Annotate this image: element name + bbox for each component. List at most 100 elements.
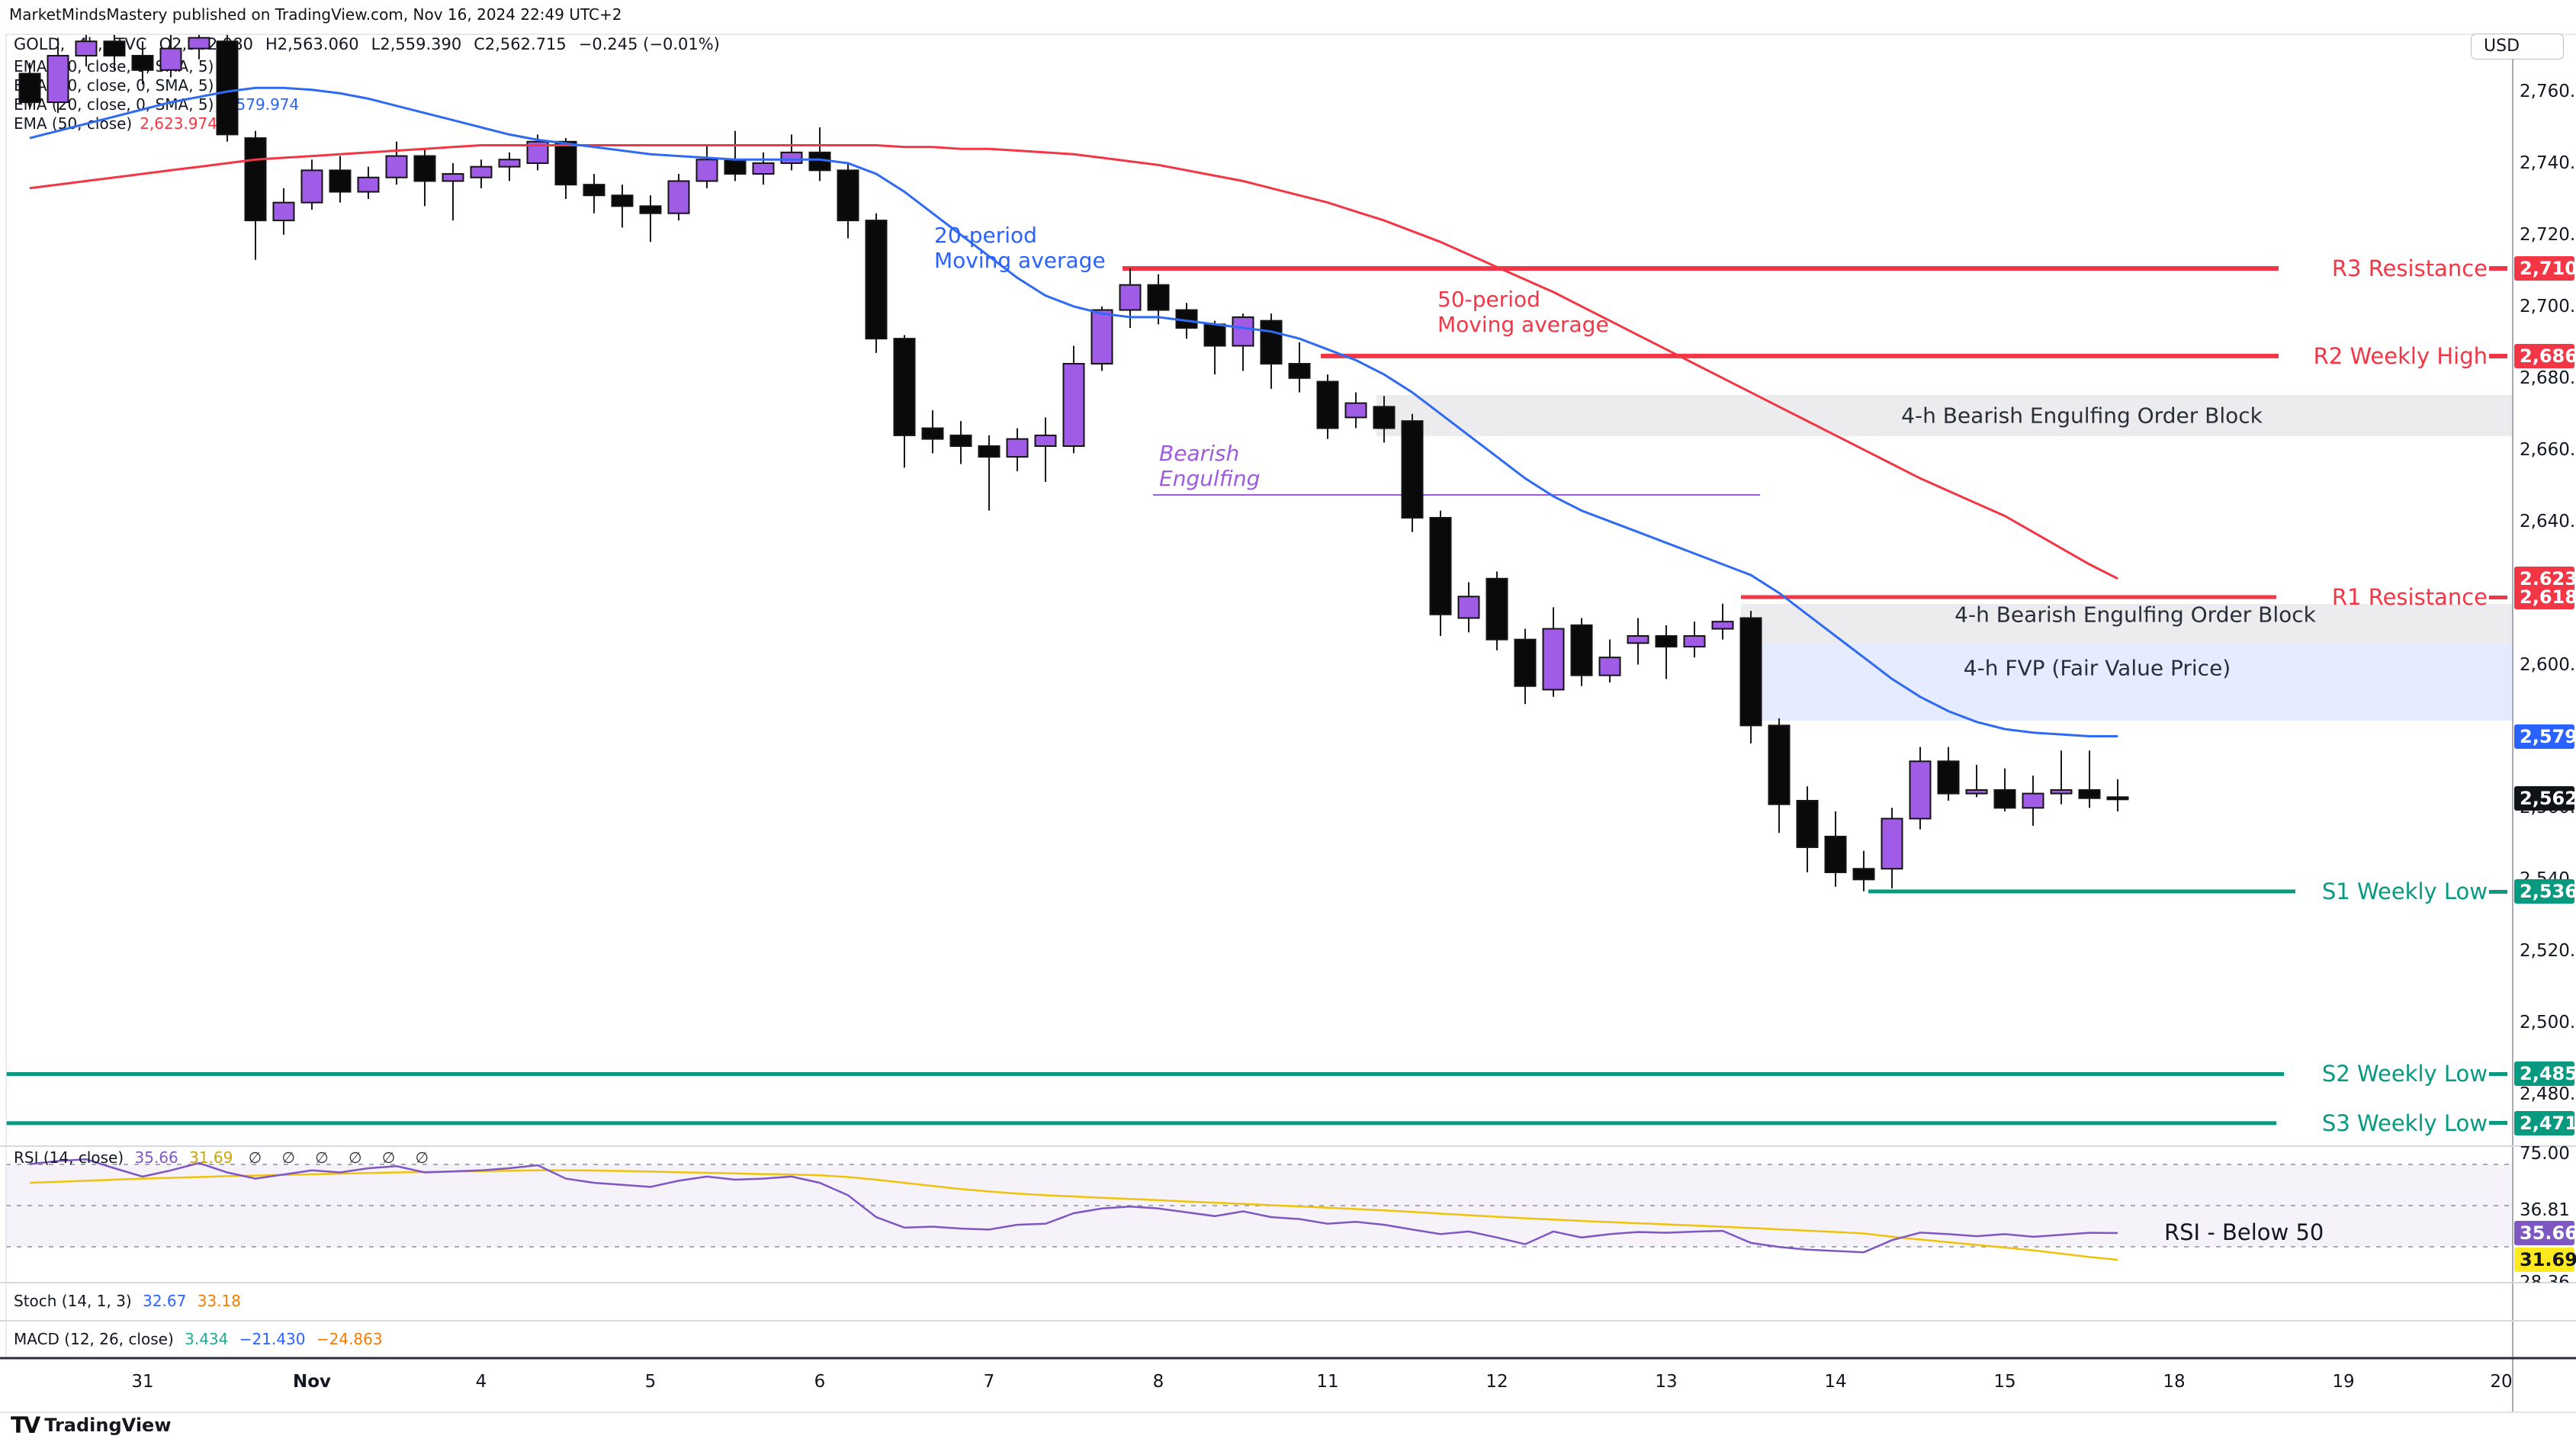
ohlc-low: L2,559.390	[371, 35, 462, 53]
candle-bear	[1937, 760, 1960, 795]
candle-bear	[131, 55, 154, 71]
price-axis[interactable]	[2513, 34, 2576, 1357]
candle-bear	[554, 140, 577, 186]
candle-bull	[2022, 792, 2044, 809]
candle-bear	[1655, 634, 1678, 648]
candle-bear	[1260, 320, 1283, 365]
rsi-empty-values: ∅ ∅ ∅ ∅ ∅ ∅	[248, 1148, 437, 1167]
candle-bear	[1993, 788, 2016, 809]
candle-bull	[47, 55, 69, 104]
currency-label: USD	[2484, 37, 2520, 56]
candle-bear	[1570, 624, 1593, 676]
annotation-be-line2: Engulfing	[1159, 466, 1261, 491]
candle-bull	[667, 180, 690, 214]
rsi-pane[interactable]	[6, 1158, 2513, 1261]
candle-bear	[639, 205, 662, 214]
stoch-legend[interactable]: Stoch (14, 1, 3) 32.67 33.18	[14, 1292, 247, 1310]
candle-bull	[1344, 402, 1367, 419]
candle-bear	[1486, 577, 1508, 641]
annotation-ma20[interactable]: 20-period Moving average	[934, 223, 1106, 273]
candle-bull	[300, 169, 323, 204]
macd-value: −21.430	[239, 1330, 306, 1348]
time-axis[interactable]	[6, 1360, 2513, 1412]
candle-bear	[1768, 724, 1791, 805]
annotation-ma50-line2: Moving average	[1437, 312, 1609, 337]
order-block-zone	[1741, 604, 2513, 643]
annotation-bearish-engulfing[interactable]: Bearish Engulfing	[1159, 441, 1260, 491]
candle-bear	[865, 220, 888, 340]
price-pane[interactable]	[6, 34, 2513, 1126]
macd-hist-value: 3.434	[185, 1330, 229, 1348]
macd-legend[interactable]: MACD (12, 26, close) 3.434 −21.430 −24.8…	[14, 1330, 389, 1348]
candle-bear	[329, 169, 352, 193]
candle-bear	[1824, 835, 1847, 873]
candle-bear	[724, 159, 747, 175]
candle-bear	[103, 40, 126, 57]
candle-bull	[498, 159, 521, 168]
candle-bull	[1683, 634, 1706, 648]
fvp-zone	[1741, 643, 2513, 721]
candle-bull	[1090, 309, 1113, 365]
tradingview-logo-icon[interactable]: TV	[11, 1412, 40, 1438]
candle-bear	[1288, 362, 1311, 379]
candle-bull	[159, 47, 182, 71]
candle-bear	[949, 434, 972, 448]
candle-bear	[2106, 796, 2129, 801]
candle-bear	[413, 155, 436, 182]
stoch-title: Stoch (14, 1, 3)	[14, 1292, 132, 1310]
candle-bull	[1598, 657, 1621, 676]
stoch-k-value: 32.67	[143, 1292, 187, 1310]
annotation-ma50[interactable]: 50-period Moving average	[1437, 287, 1609, 337]
stoch-d-value: 33.18	[197, 1292, 241, 1310]
tradingview-logo[interactable]: TradingView	[44, 1415, 172, 1436]
candle-bear	[1316, 381, 1339, 429]
macd-signal-value: −24.863	[316, 1330, 383, 1348]
candle-bull	[1965, 788, 1988, 795]
candle-bear	[1147, 284, 1170, 311]
change-value: −0.245 (−0.01%)	[578, 35, 720, 53]
candle-bear	[1203, 323, 1226, 347]
currency-selector[interactable]: USD	[2471, 34, 2564, 59]
candle-bull	[1062, 362, 1085, 448]
ohlc-high: H2,563.060	[265, 35, 359, 53]
candle-bull	[1881, 817, 1903, 870]
candle-bear	[837, 169, 859, 222]
rsi-ma-value: 31.69	[189, 1148, 233, 1167]
candle-bull	[780, 151, 803, 164]
indicator-row-ema50[interactable]: EMA (50, close) 2,623.974	[14, 114, 732, 133]
annotation-rsi-note[interactable]: RSI - Below 50	[2164, 1220, 2324, 1245]
annotation-ma20-line1: 20-period	[934, 223, 1037, 248]
candle-bear	[1373, 406, 1396, 429]
order-block-zone	[1376, 395, 2513, 436]
candle-bear	[978, 445, 1001, 458]
candle-bull	[385, 155, 408, 178]
candle-bear	[921, 427, 944, 440]
rsi-value: 35.66	[134, 1148, 178, 1167]
candle-bull	[272, 201, 295, 222]
ema20-line[interactable]	[29, 86, 2118, 737]
rsi-line[interactable]	[29, 1158, 2118, 1254]
rsi-ma-line[interactable]	[29, 1169, 2118, 1261]
candle-bull	[2050, 788, 2073, 795]
footer: TV TradingView	[11, 1412, 172, 1438]
candle-bull	[188, 37, 210, 50]
header: MarketMindsMastery published on TradingV…	[9, 5, 622, 24]
candle-bear	[244, 137, 267, 222]
annotation-be-line1: Bearish	[1159, 441, 1240, 466]
pane-borders	[0, 34, 2576, 1413]
candle-bull	[1909, 760, 1932, 820]
publish-info: MarketMindsMastery published on TradingV…	[9, 5, 622, 24]
ema50-line[interactable]	[29, 144, 2118, 580]
candlestick-series[interactable]	[18, 34, 2129, 891]
candle-bear	[1796, 800, 1819, 849]
rsi-legend[interactable]: RSI (14, close) 35.66 31.69 ∅ ∅ ∅ ∅ ∅ ∅	[14, 1148, 442, 1167]
annotation-rsi-note-text: RSI - Below 50	[2164, 1219, 2324, 1245]
macd-title: MACD (12, 26, close)	[14, 1330, 174, 1348]
candle-bull	[1711, 621, 1734, 630]
candle-bull	[470, 165, 493, 178]
candle-bear	[2078, 788, 2101, 799]
candle-bull	[695, 159, 718, 182]
candle-bull	[75, 40, 98, 57]
candle-bear	[1429, 516, 1452, 615]
